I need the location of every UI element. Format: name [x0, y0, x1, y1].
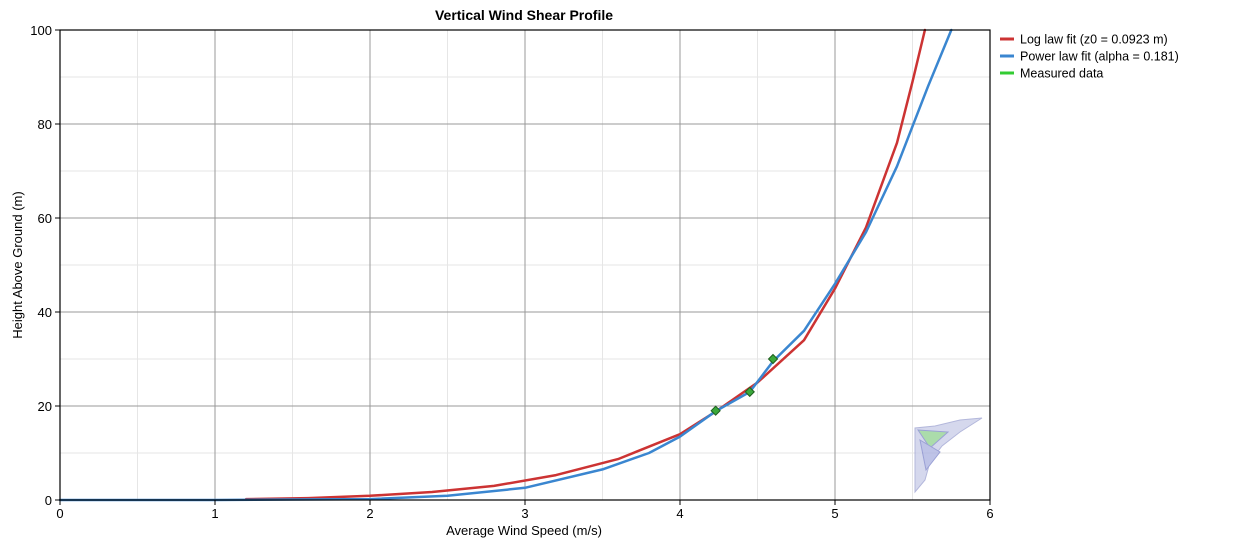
y-tick-label: 40	[38, 305, 52, 320]
data-point	[744, 386, 755, 398]
grid	[59, 29, 991, 501]
x-tick-label: 3	[521, 506, 528, 521]
x-tick-label: 6	[986, 506, 993, 521]
watermark-logo	[914, 417, 983, 494]
x-tick-label: 5	[831, 506, 838, 521]
y-tick-label: 100	[30, 23, 52, 38]
x-tick-label: 2	[366, 506, 373, 521]
data-point	[767, 353, 779, 365]
legend-entry: Power law fit (alpha = 0.181)	[1020, 50, 1179, 64]
y-tick-label: 20	[38, 399, 52, 414]
legend-entry: Log law fit (z0 = 0.0923 m)	[1020, 33, 1168, 47]
legend: Log law fit (z0 = 0.0923 m) Power law fit…	[1000, 33, 1179, 81]
data-point	[710, 405, 721, 416]
legend-entry: Measured data	[1020, 67, 1103, 81]
x-tick-label: 0	[56, 506, 63, 521]
y-tick-label: 0	[45, 493, 52, 508]
y-axis-label: Height Above Ground (m)	[10, 191, 25, 338]
y-tick-label: 80	[38, 117, 52, 132]
chart-title: Vertical Wind Shear Profile	[435, 7, 613, 23]
x-tick-label: 1	[211, 506, 218, 521]
y-tick-label: 60	[38, 211, 52, 226]
x-tick-label: 4	[676, 506, 683, 521]
x-axis-label: Average Wind Speed (m/s)	[446, 523, 602, 538]
